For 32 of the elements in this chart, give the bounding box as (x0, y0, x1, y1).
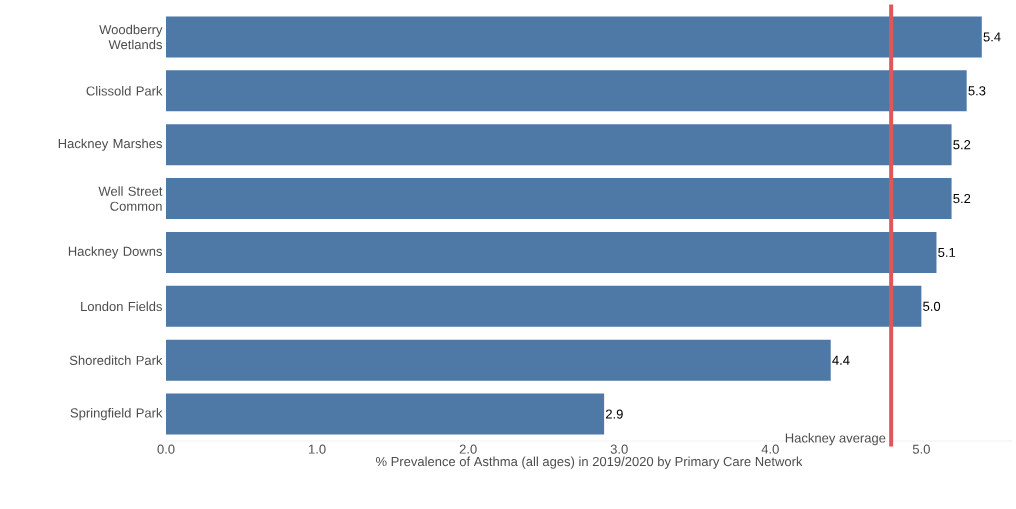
x-tick-label: 1.0 (309, 444, 326, 454)
data-label: 5.3 (968, 86, 986, 96)
data-label: 5.0 (923, 301, 941, 311)
data-label: 5.1 (938, 247, 956, 257)
data-label: 2.9 (605, 409, 623, 419)
y-tick-label: London Fields (81, 301, 162, 312)
y-tick-label: Hackney Downs (68, 246, 162, 259)
ref-line-label: Hackney average (785, 433, 886, 446)
data-label: 4.4 (832, 355, 850, 365)
y-tick-label: Clissold Park (86, 86, 163, 96)
x-tick-label: 4.0 (761, 444, 779, 454)
y-tick-label: Hackney Marshes (58, 138, 162, 151)
y-tick-label: Springfield Park (70, 408, 163, 421)
data-label: 5.2 (953, 140, 971, 150)
bar (166, 231, 937, 273)
bar (166, 393, 605, 435)
x-tick-label: 2.0 (459, 444, 477, 454)
y-tick-label: Shoreditch Park (69, 355, 163, 365)
x-tick-label: 3.0 (610, 444, 628, 454)
x-axis-title: % Prevalence of Asthma (all ages) in 2019/2020 by Primary Care Network (375, 456, 803, 469)
data-label: 5.2 (953, 193, 971, 204)
bar (166, 16, 982, 58)
data-label: 5.4 (983, 32, 1001, 42)
bar (166, 70, 967, 112)
bar (166, 339, 831, 381)
bar (166, 285, 922, 327)
y-tick-label: Well Street Common (98, 186, 163, 211)
x-tick-label: 0.0 (157, 444, 175, 454)
x-tick-label: 5.0 (912, 444, 930, 454)
y-tick-label: Woodberry Wetlands (99, 24, 163, 50)
bar (166, 178, 952, 220)
bar (166, 124, 952, 166)
